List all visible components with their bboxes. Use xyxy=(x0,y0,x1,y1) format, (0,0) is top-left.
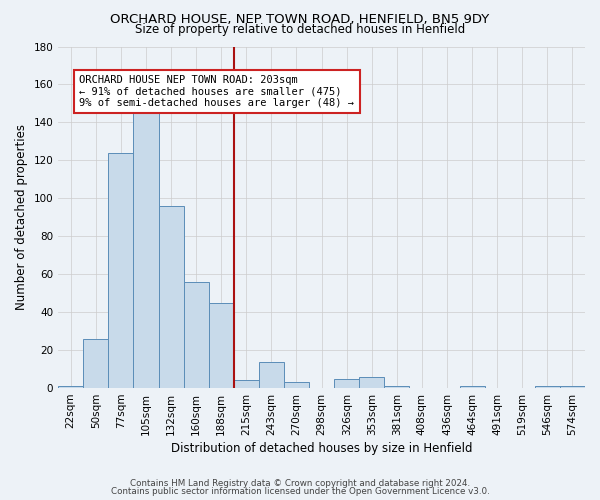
Bar xyxy=(334,378,359,388)
Bar xyxy=(535,386,560,388)
Bar xyxy=(83,338,109,388)
Bar xyxy=(284,382,309,388)
Bar xyxy=(109,153,133,388)
Bar xyxy=(234,380,259,388)
Bar xyxy=(259,362,284,388)
Bar xyxy=(209,302,234,388)
Bar xyxy=(58,386,83,388)
Bar xyxy=(184,282,209,388)
Text: Contains HM Land Registry data © Crown copyright and database right 2024.: Contains HM Land Registry data © Crown c… xyxy=(130,478,470,488)
X-axis label: Distribution of detached houses by size in Henfield: Distribution of detached houses by size … xyxy=(171,442,472,455)
Text: Contains public sector information licensed under the Open Government Licence v3: Contains public sector information licen… xyxy=(110,487,490,496)
Y-axis label: Number of detached properties: Number of detached properties xyxy=(15,124,28,310)
Bar xyxy=(460,386,485,388)
Text: Size of property relative to detached houses in Henfield: Size of property relative to detached ho… xyxy=(135,22,465,36)
Bar xyxy=(158,206,184,388)
Bar xyxy=(133,107,158,388)
Bar xyxy=(560,386,585,388)
Bar xyxy=(385,386,409,388)
Bar xyxy=(359,376,385,388)
Text: ORCHARD HOUSE NEP TOWN ROAD: 203sqm
← 91% of detached houses are smaller (475)
9: ORCHARD HOUSE NEP TOWN ROAD: 203sqm ← 91… xyxy=(79,75,355,108)
Text: ORCHARD HOUSE, NEP TOWN ROAD, HENFIELD, BN5 9DY: ORCHARD HOUSE, NEP TOWN ROAD, HENFIELD, … xyxy=(110,12,490,26)
